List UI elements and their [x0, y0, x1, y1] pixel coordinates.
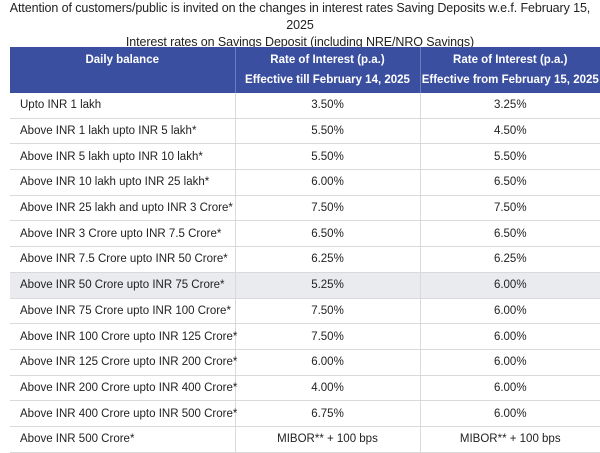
new-rate-cell: 6.50%: [419, 169, 600, 196]
table-row: Above INR 3 Crore upto INR 7.5 Crore* 6.…: [10, 220, 600, 248]
balance-cell: Above INR 75 Crore upto INR 100 Crore*: [10, 298, 235, 325]
old-rate-cell: 6.00%: [234, 349, 420, 376]
old-rate-cell: 5.50%: [234, 143, 420, 171]
new-rate-cell: 6.00%: [419, 375, 600, 402]
table-row: Above INR 7.5 Crore upto INR 50 Crore* 6…: [10, 246, 600, 273]
balance-cell: Above INR 25 lakh and upto INR 3 Crore*: [10, 195, 235, 222]
header-rate-old: Rate of Interest (p.a.) Effective till F…: [234, 47, 420, 93]
table-row: Above INR 25 lakh and upto INR 3 Crore* …: [10, 195, 600, 222]
new-rate-cell: 6.00%: [419, 272, 600, 299]
table-row: Above INR 5 lakh upto INR 10 lakh* 5.50%…: [10, 143, 600, 171]
table-header-row: Daily balance Rate of Interest (p.a.) Ef…: [10, 47, 600, 93]
old-rate-cell: 6.00%: [234, 169, 420, 196]
new-rate-cell: 4.50%: [419, 118, 600, 145]
new-rate-cell: 6.25%: [419, 246, 600, 273]
balance-cell: Above INR 7.5 Crore upto INR 50 Crore*: [10, 246, 235, 273]
new-rate-cell: 6.00%: [419, 298, 600, 325]
new-rate-cell: 5.50%: [419, 143, 600, 171]
table-row: Above INR 1 lakh upto INR 5 lakh* 5.50% …: [10, 118, 600, 145]
old-rate-cell: 3.50%: [234, 93, 420, 119]
new-rate-cell: 7.50%: [419, 195, 600, 222]
balance-cell: Above INR 500 Crore*: [10, 426, 235, 453]
new-rate-cell: 6.00%: [419, 400, 600, 427]
balance-cell: Above INR 10 lakh upto INR 25 lakh*: [10, 169, 235, 196]
table-row: Above INR 10 lakh upto INR 25 lakh* 6.00…: [10, 169, 600, 196]
new-rate-cell: 3.25%: [419, 93, 600, 119]
balance-cell: Above INR 5 lakh upto INR 10 lakh*: [10, 143, 235, 171]
table-row: Above INR 75 Crore upto INR 100 Crore* 7…: [10, 298, 600, 325]
notice-text: Attention of customers/public is invited…: [9, 1, 591, 32]
balance-cell: Upto INR 1 lakh: [10, 93, 235, 119]
table-row-highlighted: Above INR 50 Crore upto INR 75 Crore* 5.…: [10, 272, 600, 299]
balance-cell: Above INR 100 Crore upto INR 125 Crore*: [10, 323, 237, 350]
old-rate-cell: 7.50%: [234, 195, 420, 222]
interest-rates-table: Daily balance Rate of Interest (p.a.) Ef…: [10, 47, 600, 453]
new-rate-cell: MIBOR** + 100 bps: [419, 426, 600, 453]
new-rate-cell: 6.00%: [419, 349, 600, 376]
balance-cell: Above INR 1 lakh upto INR 5 lakh*: [10, 118, 235, 145]
old-rate-cell: 7.50%: [234, 298, 420, 325]
old-rate-cell: 6.75%: [234, 400, 420, 427]
new-rate-cell: 6.50%: [419, 220, 600, 248]
header-daily-balance: Daily balance: [10, 47, 235, 93]
notice-header: Attention of customers/public is invited…: [0, 0, 600, 49]
table-row: Above INR 100 Crore upto INR 125 Crore* …: [10, 323, 600, 350]
old-rate-cell: 6.25%: [234, 246, 420, 273]
old-rate-cell: 7.50%: [234, 323, 420, 350]
table-row: Above INR 125 Crore upto INR 200 Crore* …: [10, 349, 600, 376]
table-row: Above INR 200 Crore upto INR 400 Crore* …: [10, 375, 600, 402]
old-rate-cell: 5.50%: [234, 118, 420, 145]
old-rate-cell: 5.25%: [234, 272, 420, 299]
old-rate-cell: 6.50%: [234, 220, 420, 248]
header-rate-new: Rate of Interest (p.a.) Effective from F…: [419, 47, 600, 93]
table-row: Above INR 400 Crore upto INR 500 Crore* …: [10, 400, 600, 427]
balance-cell: Above INR 200 Crore upto INR 400 Crore*: [10, 375, 237, 402]
balance-cell: Above INR 50 Crore upto INR 75 Crore*: [10, 272, 235, 299]
notice-subtitle: Interest rates on Savings Deposit (inclu…: [125, 35, 475, 49]
table-row: Upto INR 1 lakh 3.50% 3.25%: [10, 93, 600, 119]
balance-cell: Above INR 125 Crore upto INR 200 Crore*: [10, 349, 237, 376]
table-row: Above INR 500 Crore* MIBOR** + 100 bps M…: [10, 426, 600, 453]
balance-cell: Above INR 3 Crore upto INR 7.5 Crore*: [10, 220, 235, 248]
balance-cell: Above INR 400 Crore upto INR 500 Crore*: [10, 400, 237, 427]
new-rate-cell: 6.00%: [419, 323, 600, 350]
old-rate-cell: MIBOR** + 100 bps: [234, 426, 420, 453]
old-rate-cell: 4.00%: [234, 375, 420, 402]
